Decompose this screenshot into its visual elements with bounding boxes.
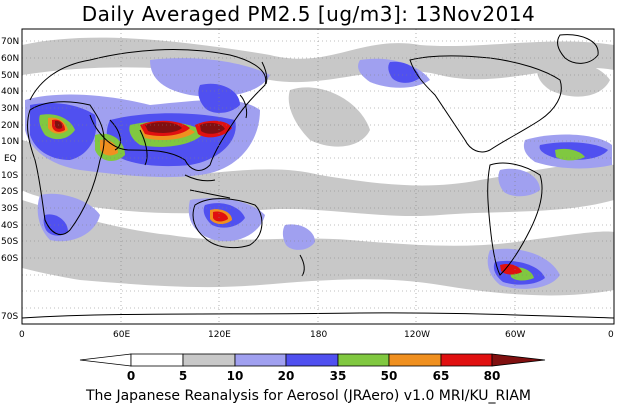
- lon-label: 120E: [208, 330, 231, 340]
- lat-label: 30N: [1, 104, 19, 114]
- credit-footer: The Japanese Reanalysis for Aerosol (JRA…: [85, 388, 532, 404]
- colorbar-swatch: [79, 353, 132, 367]
- colorbar-tick: 5: [179, 369, 187, 383]
- lon-label: 60E: [113, 330, 130, 340]
- lat-label: 70S: [1, 312, 18, 322]
- lat-label: 10S: [1, 171, 18, 181]
- colorbar-swatch: [491, 353, 546, 367]
- lat-label: 20N: [1, 121, 19, 131]
- map-title: Daily Averaged PM2.5 [ug/m3]: 13Nov2014: [81, 2, 536, 26]
- lat-label: 40S: [1, 221, 18, 231]
- lat-label: 10N: [1, 137, 19, 147]
- lat-label: 50S: [1, 237, 18, 247]
- longitude-labels: 0 60E 120E 180 120W 60W 0: [19, 330, 614, 340]
- colorbar-swatch: [182, 353, 236, 367]
- map-frame: [21, 28, 615, 325]
- lon-label: 120W: [404, 330, 430, 340]
- colorbar-tick: 65: [433, 369, 450, 383]
- lat-label: 20S: [1, 187, 18, 197]
- lon-label: 0: [608, 330, 614, 340]
- lat-label: EQ: [4, 154, 17, 164]
- lon-label: 180: [310, 330, 327, 340]
- latitude-labels: 70N 60N 50N 40N 30N 20N 10N EQ 10S 20S 3…: [1, 37, 19, 322]
- colorbar-swatch: [130, 353, 184, 367]
- colorbar-tick: 50: [381, 369, 398, 383]
- colorbar-tick: 10: [227, 369, 244, 383]
- colorbar-tick: 35: [330, 369, 347, 383]
- graticule: [22, 29, 614, 324]
- lat-label: 30S: [1, 204, 18, 214]
- colorbar: 0 5 10 20 35 50 65 80: [79, 353, 546, 383]
- colorbar-swatch: [440, 353, 493, 367]
- colorbar-swatch: [234, 353, 287, 367]
- colorbar-swatch: [388, 353, 442, 367]
- lat-label: 60S: [1, 254, 18, 264]
- coastlines: [21, 34, 615, 319]
- lat-label: 60N: [1, 54, 19, 64]
- colorbar-tick: 0: [127, 369, 135, 383]
- lat-label: 50N: [1, 71, 19, 81]
- lon-label: 60W: [505, 330, 525, 340]
- colorbar-swatch: [285, 353, 339, 367]
- lat-label: 70N: [1, 37, 19, 47]
- colorbar-tick: 80: [484, 369, 501, 383]
- colorbar-swatch: [337, 353, 390, 367]
- lon-label: 0: [19, 330, 25, 340]
- colorbar-tick: 20: [278, 369, 295, 383]
- lat-label: 40N: [1, 87, 19, 97]
